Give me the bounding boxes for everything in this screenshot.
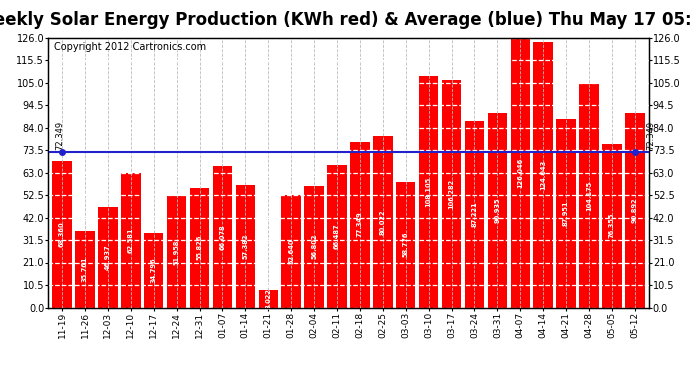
- Bar: [327, 165, 347, 308]
- Text: 80.022: 80.022: [380, 209, 386, 235]
- Text: Copyright 2012 Cartronics.com: Copyright 2012 Cartronics.com: [55, 42, 206, 51]
- Bar: [419, 76, 438, 307]
- Text: 87.221: 87.221: [471, 201, 477, 227]
- Text: 51.958: 51.958: [174, 239, 179, 264]
- Text: 124.043: 124.043: [540, 159, 546, 190]
- Bar: [167, 196, 186, 308]
- Text: 34.796: 34.796: [150, 257, 157, 283]
- Bar: [602, 144, 622, 308]
- Bar: [259, 290, 278, 308]
- Text: 62.581: 62.581: [128, 228, 134, 253]
- Bar: [75, 231, 95, 308]
- Text: 90.892: 90.892: [632, 197, 638, 223]
- Text: Weekly Solar Energy Production (KWh red) & Average (blue) Thu May 17 05:36: Weekly Solar Energy Production (KWh red)…: [0, 11, 690, 29]
- Bar: [465, 121, 484, 308]
- Bar: [304, 186, 324, 308]
- Text: 90.935: 90.935: [494, 197, 500, 223]
- Text: 55.826: 55.826: [197, 235, 203, 260]
- Bar: [373, 136, 393, 308]
- Text: 8.022: 8.022: [265, 288, 271, 309]
- Text: 52.640: 52.640: [288, 238, 294, 264]
- Text: 66.487: 66.487: [334, 224, 340, 249]
- Text: 35.761: 35.761: [82, 256, 88, 282]
- Text: 87.951: 87.951: [563, 201, 569, 226]
- Bar: [350, 142, 370, 308]
- Text: 76.355: 76.355: [609, 213, 615, 238]
- Bar: [625, 113, 644, 308]
- Text: 57.382: 57.382: [242, 233, 248, 259]
- Bar: [213, 166, 232, 308]
- Text: 66.078: 66.078: [219, 224, 226, 249]
- Text: 68.360: 68.360: [59, 222, 65, 247]
- Text: 77.349: 77.349: [357, 212, 363, 237]
- Bar: [282, 195, 301, 308]
- Bar: [190, 188, 209, 308]
- Bar: [488, 112, 507, 308]
- Bar: [144, 233, 164, 308]
- Bar: [235, 184, 255, 308]
- Text: 72.349: 72.349: [647, 121, 656, 150]
- Bar: [533, 42, 553, 308]
- Bar: [580, 84, 599, 308]
- Text: 72.349: 72.349: [55, 121, 64, 150]
- Text: 126.046: 126.046: [518, 158, 523, 188]
- Bar: [98, 207, 117, 308]
- Text: 56.802: 56.802: [311, 234, 317, 260]
- Text: 58.776: 58.776: [403, 232, 408, 257]
- Bar: [121, 173, 141, 308]
- Bar: [442, 80, 462, 308]
- Text: 104.175: 104.175: [586, 181, 592, 211]
- Bar: [396, 182, 415, 308]
- Bar: [511, 38, 530, 308]
- Text: 108.105: 108.105: [426, 177, 432, 207]
- Text: 106.282: 106.282: [448, 178, 455, 209]
- Text: 46.937: 46.937: [105, 244, 111, 270]
- Bar: [556, 119, 576, 308]
- Bar: [52, 161, 72, 308]
